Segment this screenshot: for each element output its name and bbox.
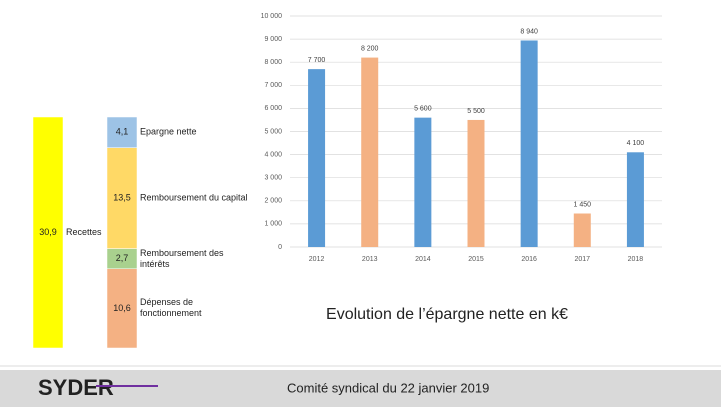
bar xyxy=(520,40,538,248)
segment-name: Epargne nette xyxy=(140,126,197,137)
footer-text: Comité syndical du 22 janvier 2019 xyxy=(287,380,489,395)
value-label: 8 200 xyxy=(361,45,379,52)
bar xyxy=(467,119,485,247)
segment-label: 4,1 xyxy=(116,127,129,137)
x-tick-label: 2018 xyxy=(628,256,644,263)
bar xyxy=(573,213,591,247)
segment-label: 30,9 xyxy=(39,227,57,237)
bar xyxy=(414,117,432,247)
x-tick-label: 2017 xyxy=(574,256,590,263)
y-tick-label: 8 000 xyxy=(264,59,282,66)
x-tick-label: 2012 xyxy=(309,256,325,263)
segment xyxy=(32,116,64,349)
y-tick-label: 0 xyxy=(278,244,282,251)
value-label: 8 940 xyxy=(520,28,538,35)
y-tick-label: 3 000 xyxy=(264,175,282,182)
y-tick-label: 7 000 xyxy=(264,82,282,89)
x-tick-label: 2014 xyxy=(415,256,431,263)
segment xyxy=(106,116,138,148)
segment-label: 2,7 xyxy=(116,253,129,263)
segment-name: Remboursement des intérêts xyxy=(140,247,224,269)
value-label: 4 100 xyxy=(627,140,645,147)
bar xyxy=(361,57,379,247)
segment xyxy=(106,268,138,349)
chart-title: Evolution de l’épargne nette en k€ xyxy=(326,306,568,323)
y-tick-label: 1 000 xyxy=(264,221,282,228)
segment xyxy=(106,147,138,249)
y-tick-label: 5 000 xyxy=(264,128,282,135)
value-label: 5 600 xyxy=(414,105,432,112)
value-label: 7 700 xyxy=(308,57,326,64)
x-tick-label: 2015 xyxy=(468,256,484,263)
value-label: 1 450 xyxy=(574,201,592,208)
column-name: Recettes xyxy=(66,227,102,237)
footer-band xyxy=(0,370,721,407)
y-tick-label: 6 000 xyxy=(264,105,282,112)
x-tick-label: 2013 xyxy=(362,256,378,263)
segment-name: Dépenses de fonctionnement xyxy=(140,297,202,319)
y-tick-label: 10 000 xyxy=(261,13,283,20)
bar xyxy=(308,69,326,247)
y-tick-label: 4 000 xyxy=(264,151,282,158)
bar xyxy=(626,152,644,247)
logo: SYDER xyxy=(38,375,114,400)
segment-label: 10,6 xyxy=(113,303,131,313)
segment-label: 13,5 xyxy=(113,192,131,202)
segment-name: Remboursement du capital xyxy=(140,192,248,203)
y-tick-label: 2 000 xyxy=(264,198,282,205)
value-label: 5 500 xyxy=(467,108,485,115)
y-tick-label: 9 000 xyxy=(264,36,282,43)
x-tick-label: 2016 xyxy=(521,256,537,263)
